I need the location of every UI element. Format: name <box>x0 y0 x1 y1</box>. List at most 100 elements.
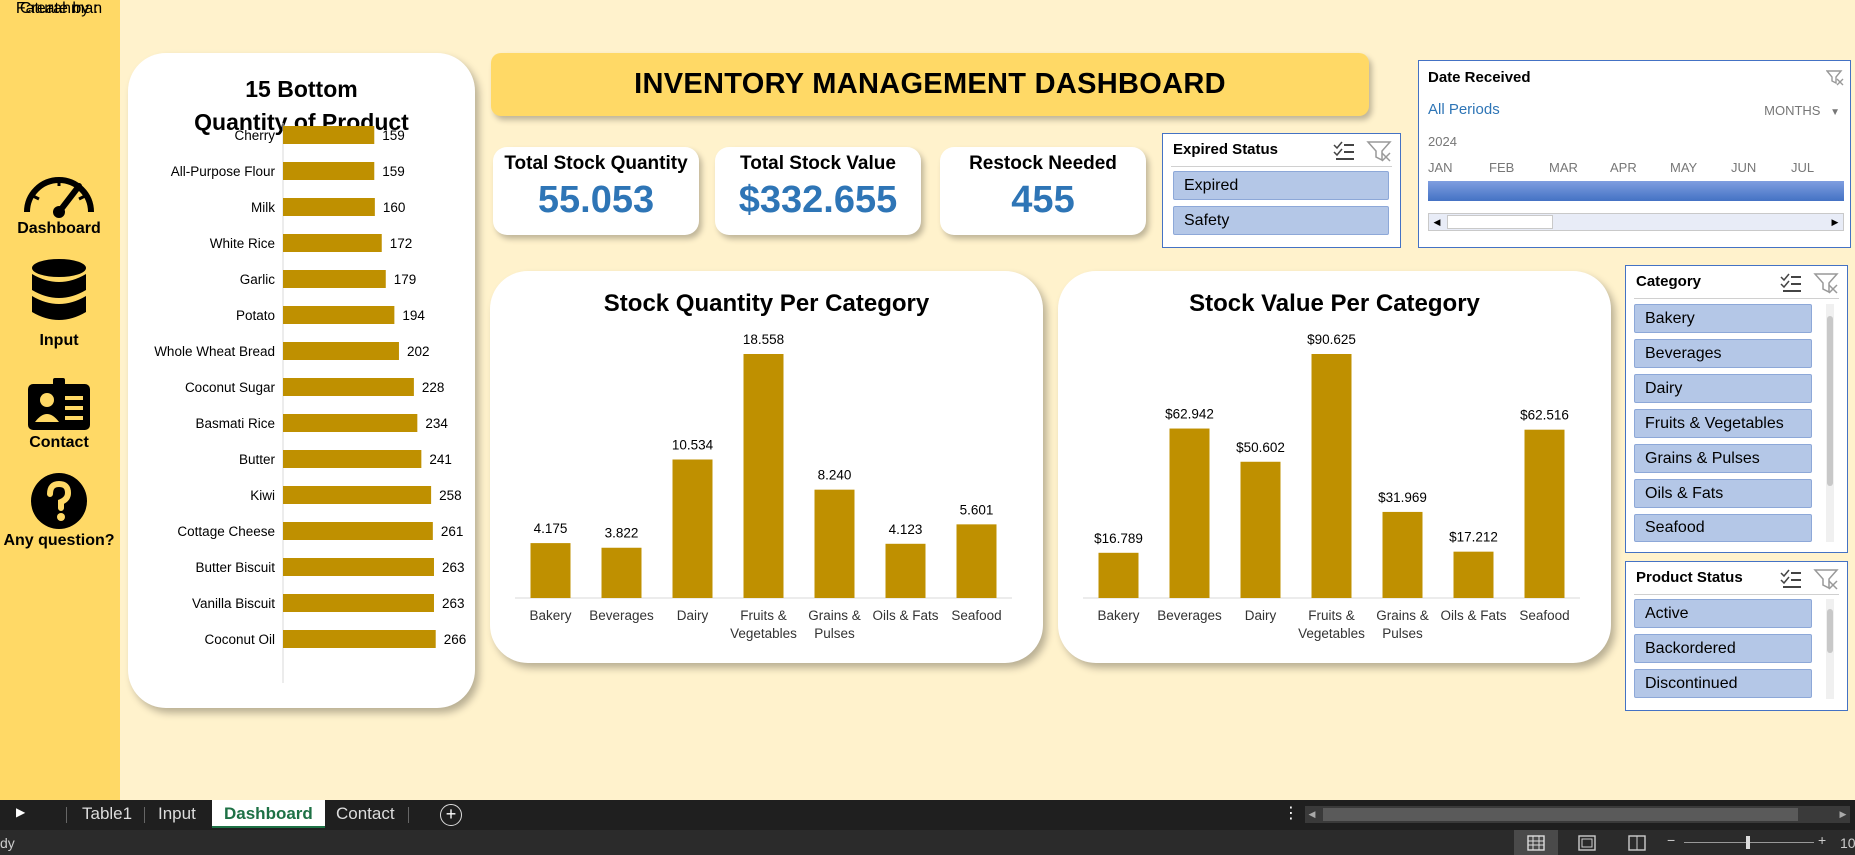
page-layout-icon[interactable] <box>1578 835 1596 851</box>
category-label: Coconut Sugar <box>185 380 276 395</box>
bar <box>283 450 422 468</box>
category-label: All-Purpose Flour <box>171 164 276 179</box>
zoom-out-icon[interactable]: − <box>1667 832 1676 848</box>
slicer-item-fruits-vegetables[interactable]: Fruits & Vegetables <box>1634 409 1812 438</box>
category-label: Oils & Fats <box>1440 608 1506 623</box>
scroll-left-icon[interactable]: ◀ <box>1308 809 1316 819</box>
slicer-item-active[interactable]: Active <box>1634 599 1812 628</box>
slicer-item-grains-pulses[interactable]: Grains & Pulses <box>1634 444 1812 473</box>
data-label: 159 <box>382 128 405 143</box>
category-label: Fruits & <box>1308 608 1355 623</box>
slicer-item-beverages[interactable]: Beverages <box>1634 339 1812 368</box>
tab-table1[interactable]: Table1 <box>82 804 133 823</box>
scroll-right-icon[interactable]: ▶ <box>1831 217 1839 227</box>
zoom-slider[interactable] <box>1684 836 1814 849</box>
category-label: Basmati Rice <box>195 416 275 431</box>
timeline-month: JAN <box>1428 160 1453 175</box>
bar <box>283 378 414 396</box>
horizontal-scroll-thumb[interactable] <box>1323 808 1798 821</box>
bar <box>283 522 433 540</box>
zoom-slider-thumb[interactable] <box>1746 836 1750 849</box>
stock-value-title: Stock Value Per Category <box>1189 290 1480 317</box>
bar <box>1311 354 1352 598</box>
scroll-left-icon[interactable]: ◀ <box>1433 217 1441 227</box>
bar <box>283 342 399 360</box>
timeline-title: Date Received <box>1428 69 1531 86</box>
timeline-level-dropdown[interactable]: MONTHS ▼ <box>1764 103 1840 118</box>
data-label: $62.516 <box>1520 408 1569 423</box>
bar <box>283 630 436 648</box>
data-label: 159 <box>382 164 405 179</box>
slicer-item-oils-fats[interactable]: Oils & Fats <box>1634 479 1812 508</box>
bar <box>885 543 926 598</box>
slicer-item-seafood[interactable]: Seafood <box>1634 514 1812 542</box>
slicer-item-safety[interactable]: Safety <box>1173 206 1389 235</box>
kpi-title: Restock Needed <box>969 153 1117 174</box>
timeline-scroll-thumb[interactable] <box>1447 215 1553 229</box>
bar <box>1240 461 1281 598</box>
add-sheet-icon[interactable]: + <box>440 804 462 826</box>
data-label: 241 <box>429 452 452 467</box>
expired-status-slicer: Expired Status Expired Safety <box>1162 133 1401 248</box>
multi-select-icon[interactable] <box>1333 141 1354 160</box>
slicer-item-backordered[interactable]: Backordered <box>1634 634 1812 663</box>
clear-filter-icon[interactable] <box>1366 141 1392 162</box>
slicer-item-dairy[interactable]: Dairy <box>1634 374 1812 403</box>
category-label: Vanilla Biscuit <box>192 596 275 611</box>
slicer-title: Product Status <box>1636 569 1743 586</box>
multi-select-icon[interactable] <box>1780 569 1801 588</box>
zoom-in-icon[interactable]: + <box>1818 832 1827 848</box>
slicer-scrollbar[interactable] <box>1826 599 1834 699</box>
bar <box>1524 429 1565 598</box>
kpi-title: Total Stock Quantity <box>504 153 688 174</box>
horizontal-scrollbar[interactable]: ◀ ▶ <box>1305 806 1850 823</box>
slicer-item-discontinued[interactable]: Discontinued <box>1634 669 1812 698</box>
nav-contact-button[interactable]: Contact <box>0 378 118 452</box>
tab-nav-arrow-icon[interactable]: ▶ <box>16 805 26 819</box>
timeline-month: MAR <box>1549 160 1578 175</box>
data-label: 18.558 <box>743 332 784 347</box>
nav-question-button[interactable]: Any question? <box>0 472 118 550</box>
nav-input-button[interactable]: Input <box>0 258 118 350</box>
timeline-selection-bar[interactable] <box>1428 181 1844 201</box>
scroll-right-icon[interactable]: ▶ <box>1839 809 1847 819</box>
tab-dashboard[interactable]: Dashboard <box>212 800 325 828</box>
category-label: Vegetables <box>730 626 797 641</box>
bottom-products-title-line1: 15 Bottom <box>245 76 358 102</box>
data-label: 261 <box>441 524 464 539</box>
data-label: 202 <box>407 344 430 359</box>
tab-contact[interactable]: Contact <box>336 804 395 823</box>
category-label: Seafood <box>1519 608 1569 623</box>
timeline-scrollbar[interactable]: ◀ ▶ <box>1428 213 1844 231</box>
category-slicer: Category Bakery Beverages Dairy Fruits &… <box>1625 265 1848 553</box>
normal-view-button[interactable] <box>1514 830 1558 855</box>
more-options-icon[interactable]: ⋮ <box>1283 805 1299 822</box>
multi-select-icon[interactable] <box>1780 273 1801 292</box>
data-label: 266 <box>444 632 467 647</box>
slicer-item-expired[interactable]: Expired <box>1173 171 1389 200</box>
clear-filter-icon[interactable] <box>1813 273 1839 294</box>
category-label: Oils & Fats <box>872 608 938 623</box>
tab-input[interactable]: Input <box>158 804 196 823</box>
category-label: Whole Wheat Bread <box>154 344 275 359</box>
data-label: $50.602 <box>1236 440 1285 455</box>
dashboard-title: INVENTORY MANAGEMENT DASHBOARD <box>491 53 1369 116</box>
creator-label: Create by : <box>19 0 99 17</box>
page-break-icon[interactable] <box>1628 835 1646 851</box>
category-label: Cherry <box>234 128 275 143</box>
data-label: 3.822 <box>605 526 639 541</box>
slicer-item-bakery[interactable]: Bakery <box>1634 304 1812 333</box>
category-label: Milk <box>251 200 275 215</box>
slicer-scroll-thumb[interactable] <box>1827 316 1833 486</box>
slicer-scroll-thumb[interactable] <box>1827 609 1833 653</box>
clear-filter-icon[interactable] <box>1813 569 1839 590</box>
product-status-slicer: Product Status Active Backordered Discon… <box>1625 561 1848 711</box>
clear-filter-icon[interactable] <box>1826 69 1844 87</box>
timeline-all-periods[interactable]: All Periods <box>1428 101 1500 118</box>
data-label: 172 <box>390 236 413 251</box>
data-label: 10.534 <box>672 437 714 452</box>
slicer-scrollbar[interactable] <box>1826 304 1834 542</box>
data-label: 263 <box>442 596 465 611</box>
nav-dashboard-button[interactable]: Dashboard <box>0 166 118 238</box>
category-label: Beverages <box>1157 608 1222 623</box>
